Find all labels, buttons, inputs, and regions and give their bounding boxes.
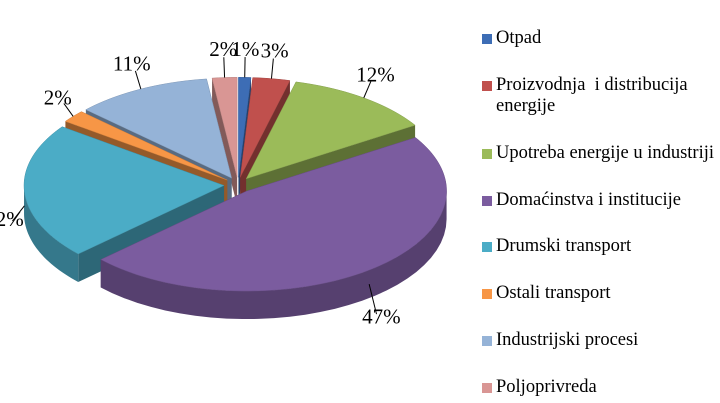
leader-line xyxy=(63,103,74,117)
slice-top xyxy=(100,137,447,292)
legend-swatch xyxy=(482,382,492,393)
leader-line xyxy=(134,70,142,90)
legend-swatch xyxy=(482,242,492,253)
legend-item: Otpad xyxy=(482,28,718,49)
data-label: 47% xyxy=(362,305,401,329)
legend-label: Upotreba energije u industriji xyxy=(496,142,715,163)
legend-label: Poljoprivreda xyxy=(496,376,597,397)
data-label: 1% xyxy=(231,37,259,61)
legend-label: Domaćinstva i institucije xyxy=(496,189,681,210)
data-label: 12% xyxy=(356,62,395,86)
legend-label: Otpad xyxy=(496,28,542,48)
slice-top xyxy=(245,81,416,180)
data-label: 22% xyxy=(0,207,24,231)
legend-item: Drumski transport xyxy=(482,236,718,257)
leader-line xyxy=(363,81,372,99)
leader-line xyxy=(12,205,25,222)
slice-wall xyxy=(100,191,447,320)
data-label: 11% xyxy=(113,51,151,75)
legend-swatch xyxy=(482,34,492,44)
legend-item: Industrijski procesi xyxy=(482,330,718,351)
legend-label: Industrijski procesi xyxy=(496,330,639,351)
slice-top xyxy=(85,78,233,179)
legend-swatch xyxy=(482,195,492,206)
leader-line xyxy=(368,283,378,315)
legend-item: Upotreba energije u industriji xyxy=(482,143,718,164)
leader-line xyxy=(270,58,274,79)
legend-label: Ostali transport xyxy=(496,283,611,304)
legend-label: Drumski transport xyxy=(496,236,632,257)
slice xyxy=(100,137,447,320)
slice-wall xyxy=(24,185,79,282)
slice-side xyxy=(212,78,238,206)
legend-swatch xyxy=(482,289,492,300)
legend-item: Ostali transport xyxy=(482,283,718,304)
leader-line xyxy=(223,57,226,78)
slice-top xyxy=(23,126,225,255)
legend-swatch xyxy=(482,80,492,91)
slice-top xyxy=(239,77,291,178)
legend-item: Domaćinstva i institucije xyxy=(482,190,718,211)
pie-area: 1%3% 12% 47% 22% 2% 11% 2% xyxy=(0,37,447,329)
legend: Otpad Proizvodnja i distribucija energije… xyxy=(482,28,718,398)
data-label: 3% xyxy=(261,38,289,62)
data-label: 2% xyxy=(44,85,72,109)
legend-swatch xyxy=(482,148,492,159)
legend-item: Proizvodnja i distribucija energije xyxy=(482,75,718,117)
data-label: 2% xyxy=(209,37,237,61)
legend-swatch xyxy=(482,336,492,347)
legend-item: Poljoprivreda xyxy=(482,377,718,398)
legend-label: Proizvodnja i distribucija energije xyxy=(496,74,693,116)
